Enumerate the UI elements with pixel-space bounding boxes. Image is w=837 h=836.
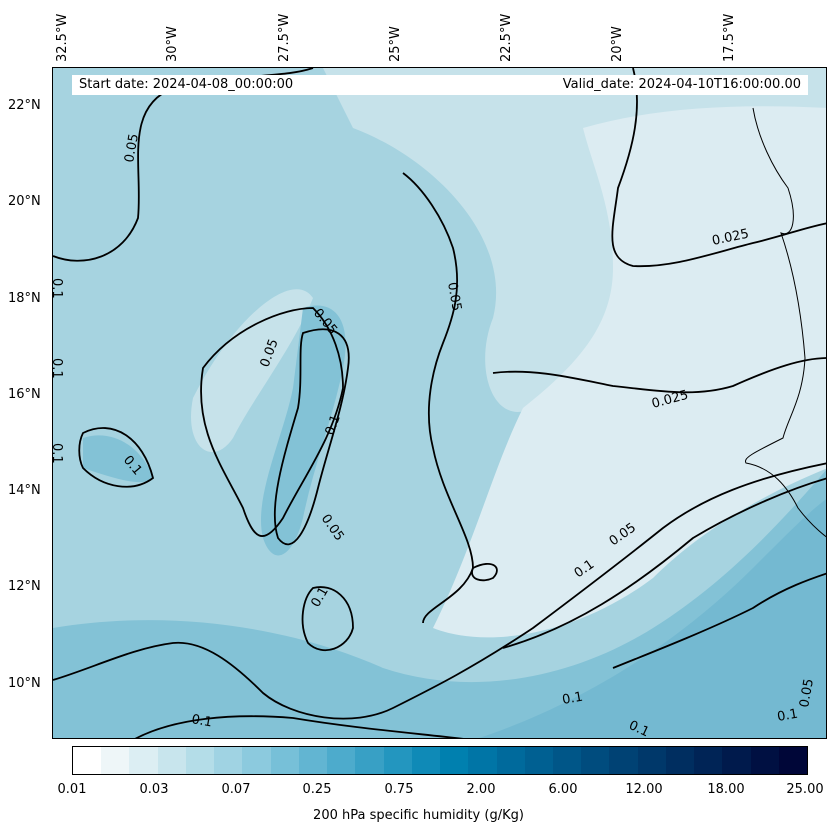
longitude-label: 25°W — [388, 26, 403, 62]
colorbar-segment — [242, 747, 271, 774]
colorbar-segment — [694, 747, 723, 774]
colorbar-tick-label: 18.00 — [707, 782, 745, 797]
colorbar-tick-label: 25.00 — [786, 782, 824, 797]
colorbar-title: 200 hPa specific humidity (g/Kg) — [313, 808, 524, 823]
colorbar-segment — [524, 747, 553, 774]
longitude-label: 22.5°W — [499, 13, 514, 62]
contour-label: 0.1 — [53, 278, 64, 299]
colorbar-segment — [101, 747, 130, 774]
colorbar-segment — [73, 747, 102, 774]
latitude-label: 14°N — [8, 483, 41, 498]
colorbar-segment — [722, 747, 751, 774]
longitude-label: 30°W — [165, 26, 180, 62]
colorbar — [72, 746, 808, 775]
field-dark-tongue — [260, 305, 346, 556]
contour-label: 0.05 — [444, 281, 464, 312]
colorbar-segment — [581, 747, 610, 774]
contour-0-05-central — [402, 172, 474, 624]
contour-0-1-island — [471, 563, 498, 582]
field-light-west — [191, 289, 313, 453]
colorbar-segment — [665, 747, 695, 774]
contour-0-05-west-loop — [200, 307, 344, 537]
contour-label: 0.05 — [797, 678, 817, 709]
latitude-label: 12°N — [8, 579, 41, 594]
colorbar-segment — [270, 747, 299, 774]
colorbar-segment — [185, 747, 215, 774]
coastline — [745, 107, 826, 538]
contour-label: 0.1 — [190, 712, 213, 730]
latitude-label: 10°N — [8, 676, 41, 691]
field-dark-west — [83, 435, 153, 483]
contour-0-1-west — [78, 427, 155, 488]
colorbar-segment — [129, 747, 158, 774]
colorbar-tick-label: 0.25 — [302, 782, 332, 797]
contour-0-025-middle — [492, 357, 826, 394]
contour-0-1-bottom — [134, 715, 464, 738]
contour-label: 0.1 — [776, 707, 799, 725]
contour-label: 0.1 — [323, 413, 344, 438]
start-date-label: Start date: 2024-04-08_00:00:00 — [79, 77, 294, 92]
colorbar-segment — [298, 747, 328, 774]
colorbar-segment — [440, 747, 469, 774]
colorbar-segment — [552, 747, 582, 774]
longitude-label: 27.5°W — [277, 13, 292, 62]
colorbar-tick-label: 2.00 — [466, 782, 496, 797]
longitude-label: 17.5°W — [722, 13, 737, 62]
colorbar-tick-label: 0.01 — [57, 782, 87, 797]
contour-label: 0.05 — [122, 133, 142, 164]
contour-0-1-inner-south — [301, 586, 354, 652]
date-header: Start date: 2024-04-08_00:00:00 Valid_da… — [72, 75, 808, 95]
colorbar-segment — [411, 747, 441, 774]
colorbar-segment — [778, 747, 808, 774]
latitude-label: 16°N — [8, 387, 41, 402]
colorbar-segment — [637, 747, 666, 774]
colorbar-segment — [468, 747, 497, 774]
latitude-label: 18°N — [8, 291, 41, 306]
colorbar-segment — [496, 747, 525, 774]
longitude-label: 32.5°W — [55, 13, 70, 62]
colorbar-tick-label: 0.03 — [139, 782, 169, 797]
colorbar-segment — [355, 747, 384, 774]
contour-0-025-north — [611, 68, 826, 268]
contour-label: 0.1 — [53, 358, 64, 379]
colorbar-tick-label: 12.00 — [625, 782, 663, 797]
colorbar-segment — [157, 747, 186, 774]
colorbar-segment — [327, 747, 356, 774]
colorbar-tick-label: 6.00 — [548, 782, 578, 797]
map-panel: 0.05 0.025 0.05 0.05 0.05 0.1 0.1 0.1 0.… — [52, 67, 827, 739]
colorbar-segment — [609, 747, 638, 774]
humidity-map: 0.05 0.025 0.05 0.05 0.05 0.1 0.1 0.1 0.… — [53, 68, 826, 739]
contour-0-05-southeast — [502, 477, 826, 649]
field-lightest-northeast — [433, 106, 826, 638]
contour-label: 0.1 — [53, 443, 64, 464]
valid-date-label: Valid_date: 2024-04-10T16:00:00.00 — [562, 77, 801, 92]
colorbar-tick-label: 0.07 — [221, 782, 251, 797]
longitude-label: 20°W — [610, 26, 625, 62]
latitude-label: 20°N — [8, 194, 41, 209]
colorbar-tick-label: 0.75 — [384, 782, 414, 797]
colorbar-segment — [214, 747, 243, 774]
contour-0-1-southeast — [612, 572, 826, 669]
contour-label: 0.1 — [626, 718, 651, 739]
colorbar-segment — [750, 747, 779, 774]
latitude-label: 22°N — [8, 98, 41, 113]
colorbar-segment — [383, 747, 412, 774]
field-darker-southeast — [478, 499, 826, 738]
contour-label: 0.1 — [561, 690, 584, 708]
contour-0-1-south-loop — [53, 462, 826, 720]
contour-0-1-tongue — [273, 328, 350, 546]
